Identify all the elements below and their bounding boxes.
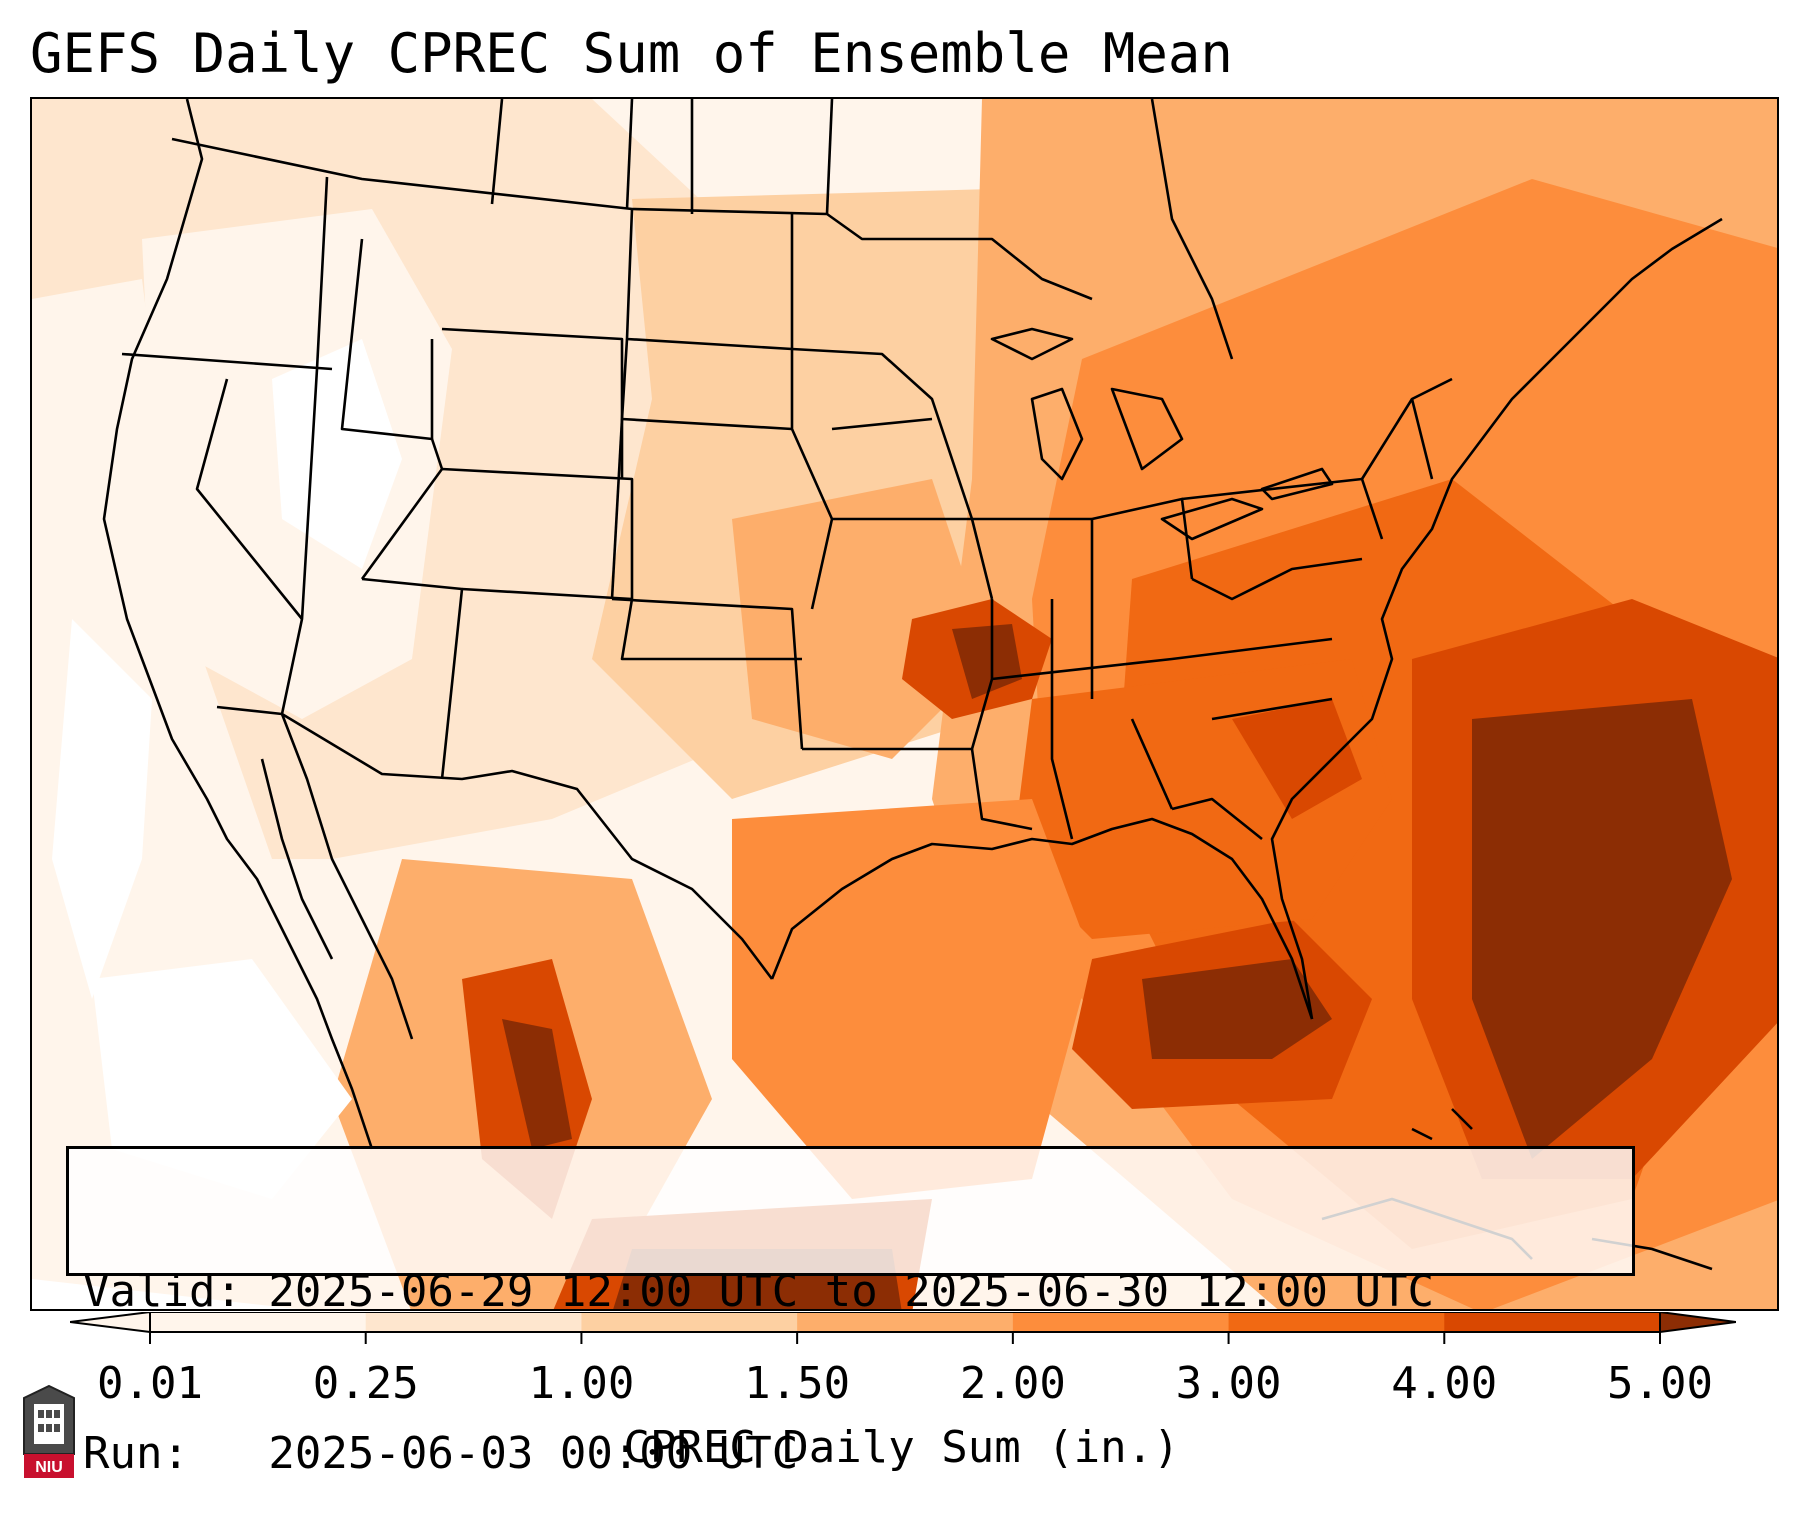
colorbar-outline — [149, 1312, 1661, 1333]
niu-logo-text: NIU — [35, 1459, 63, 1476]
colorbar-tick-label: 4.00 — [1391, 1358, 1498, 1409]
colorbar-ticks — [149, 1332, 1661, 1344]
colorbar-tick-label: 1.50 — [744, 1358, 851, 1409]
valid-time-text: Valid: 2025-06-29 12:00 UTC to 2025-06-3… — [83, 1266, 1435, 1317]
colorbar-extend-max — [1659, 1312, 1736, 1334]
colorbar-tick-label: 5.00 — [1607, 1358, 1713, 1409]
colorbar-label: CPREC Daily Sum (in.) — [623, 1422, 1180, 1473]
colorbar-segment — [1228, 1312, 1445, 1332]
info-box: Valid: 2025-06-29 12:00 UTC to 2025-06-3… — [66, 1146, 1635, 1479]
colorbar-tick-label: 1.00 — [528, 1358, 635, 1409]
precipitation-field — [32, 99, 1777, 1309]
colorbar-tick-label: 3.00 — [1175, 1358, 1282, 1409]
colorbar-tick-label: 2.00 — [959, 1358, 1066, 1409]
colorbar-segment — [581, 1312, 798, 1332]
colorbar-segments — [70, 1312, 1736, 1334]
colorbar-segment — [1444, 1312, 1661, 1332]
colorbar — [70, 1312, 1736, 1344]
colorbar-extend-min — [70, 1312, 151, 1334]
colorbar-segment — [365, 1312, 582, 1332]
map-title: GEFS Daily CPREC Sum of Ensemble Mean — [30, 22, 1233, 85]
niu-logo: NIU — [23, 1384, 75, 1478]
colorbar-segment — [1012, 1312, 1230, 1332]
map-canvas — [32, 99, 1777, 1309]
colorbar-tick-label: 0.01 — [97, 1358, 203, 1409]
colorbar-segment — [150, 1312, 367, 1332]
precipitation-map — [30, 97, 1779, 1311]
run-time-text: Run: 2025-06-03 00:00 UTC — [83, 1428, 799, 1479]
colorbar-segment — [797, 1312, 1014, 1332]
boundaries — [102, 99, 1723, 1271]
colorbar-tick-label: 0.25 — [312, 1358, 419, 1409]
